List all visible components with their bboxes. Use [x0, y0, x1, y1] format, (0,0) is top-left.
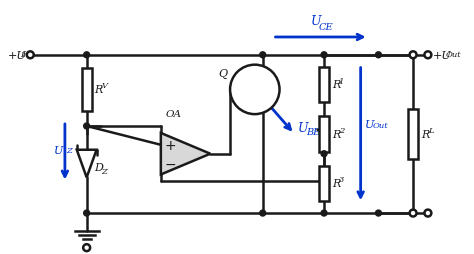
Text: R: R: [95, 85, 103, 95]
Bar: [319, 67, 329, 103]
Text: D: D: [95, 162, 103, 172]
Bar: [408, 110, 418, 159]
Text: R: R: [421, 129, 429, 139]
Text: R: R: [332, 129, 340, 139]
Circle shape: [84, 53, 90, 58]
Text: Q: Q: [218, 68, 227, 78]
Text: V: V: [101, 82, 108, 90]
Circle shape: [375, 210, 382, 216]
Polygon shape: [161, 133, 210, 175]
Circle shape: [375, 53, 382, 58]
Circle shape: [260, 53, 266, 58]
Text: U: U: [54, 145, 63, 155]
Circle shape: [321, 151, 327, 157]
Text: U: U: [297, 122, 308, 135]
Text: 3: 3: [339, 176, 344, 184]
Text: 1: 1: [339, 77, 344, 85]
Circle shape: [260, 210, 266, 216]
Text: −: −: [165, 157, 176, 171]
Circle shape: [424, 52, 431, 59]
Circle shape: [410, 210, 417, 217]
Text: Out: Out: [373, 122, 388, 130]
Circle shape: [230, 66, 280, 115]
Text: U: U: [310, 15, 321, 28]
Text: Out: Out: [446, 51, 461, 59]
Text: Z: Z: [66, 146, 72, 154]
Polygon shape: [77, 150, 97, 178]
Text: +: +: [165, 138, 176, 152]
Circle shape: [27, 52, 34, 59]
Text: In: In: [20, 51, 29, 59]
Text: OA: OA: [166, 110, 182, 119]
Circle shape: [321, 53, 327, 58]
Text: +U: +U: [8, 51, 26, 60]
Text: L: L: [428, 126, 434, 134]
Circle shape: [410, 52, 417, 59]
Circle shape: [84, 210, 90, 216]
Bar: [82, 68, 91, 112]
Bar: [319, 166, 329, 201]
Text: U: U: [365, 120, 374, 130]
Text: CE: CE: [318, 23, 333, 32]
Text: BE: BE: [306, 128, 320, 137]
Circle shape: [84, 123, 90, 130]
Circle shape: [321, 210, 327, 216]
Text: R: R: [332, 80, 340, 90]
Text: Z: Z: [101, 167, 108, 175]
Circle shape: [424, 210, 431, 217]
Text: R: R: [332, 179, 340, 189]
Circle shape: [83, 244, 90, 251]
Text: 2: 2: [339, 126, 344, 134]
Bar: [319, 117, 329, 152]
Text: +U: +U: [433, 51, 452, 60]
